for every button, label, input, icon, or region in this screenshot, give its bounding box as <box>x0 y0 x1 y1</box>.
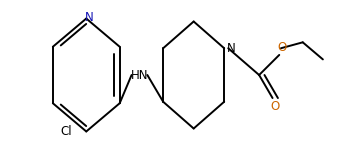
Text: O: O <box>271 100 280 113</box>
Text: O: O <box>277 41 286 54</box>
Text: N: N <box>227 42 236 55</box>
Text: HN: HN <box>131 69 149 81</box>
Text: Cl: Cl <box>61 125 72 138</box>
Text: N: N <box>85 11 93 24</box>
